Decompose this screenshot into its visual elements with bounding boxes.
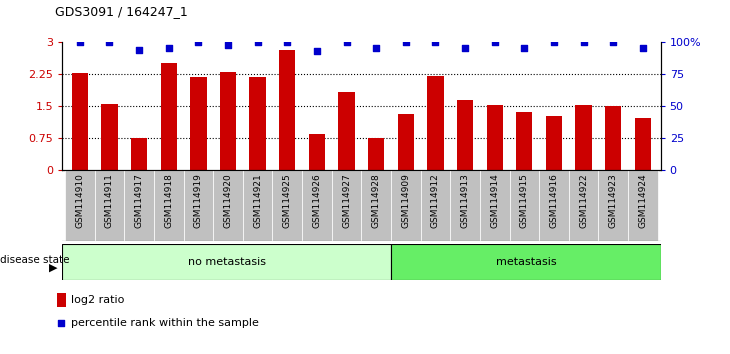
Text: GSM114927: GSM114927 [342,173,351,228]
Bar [599,170,628,241]
Bar [539,170,569,241]
Bar [279,50,296,170]
Bar [331,170,361,241]
Text: disease state: disease state [0,255,69,265]
Text: GSM114920: GSM114920 [223,173,232,228]
Text: GDS3091 / 164247_1: GDS3091 / 164247_1 [55,5,188,18]
Point [222,42,234,47]
Text: GSM114909: GSM114909 [402,173,410,228]
Text: GSM114916: GSM114916 [550,173,558,228]
Point [577,40,589,45]
Bar [420,170,450,241]
Text: GSM114923: GSM114923 [609,173,618,228]
Point [489,40,501,45]
Text: GSM114913: GSM114913 [461,173,469,228]
Text: no metastasis: no metastasis [188,257,266,267]
Bar [575,105,592,170]
Text: GSM114910: GSM114910 [75,173,85,228]
Point [341,40,353,45]
Bar [101,104,118,170]
Bar [191,77,207,170]
Text: GSM114912: GSM114912 [431,173,440,228]
Point [459,45,471,50]
Point [400,40,412,45]
Bar [95,170,124,241]
Bar [480,170,510,241]
Bar [427,76,444,170]
Bar [516,112,532,170]
Text: metastasis: metastasis [496,257,556,267]
Bar [339,92,355,170]
Bar [487,105,503,170]
Bar [154,170,183,241]
Text: GSM114926: GSM114926 [312,173,321,228]
Point [429,40,441,45]
Bar [124,170,154,241]
Bar [213,170,243,241]
Bar [309,134,325,170]
Bar [361,170,391,241]
Text: GSM114921: GSM114921 [253,173,262,228]
Text: log2 ratio: log2 ratio [72,295,125,305]
Bar [628,170,658,241]
Point [74,40,85,45]
Bar [243,170,272,241]
Bar [302,170,331,241]
Text: GSM114928: GSM114928 [372,173,380,228]
Point [104,40,115,45]
Bar [131,138,147,170]
Point [252,40,264,45]
Text: GSM114917: GSM114917 [134,173,144,228]
Bar [398,114,414,170]
Bar [510,170,539,241]
Bar [57,293,66,307]
Point [193,40,204,45]
Text: GSM114922: GSM114922 [579,173,588,228]
Bar [65,170,95,241]
Bar [391,244,661,280]
Bar [450,170,480,241]
Point [163,45,174,50]
Bar [457,100,473,170]
Text: ▶: ▶ [49,262,58,272]
Bar [569,170,599,241]
Text: GSM114925: GSM114925 [283,173,292,228]
Bar [62,244,391,280]
Point [518,45,530,50]
Text: GSM114911: GSM114911 [105,173,114,228]
Bar [250,77,266,170]
Bar [546,115,562,170]
Bar [161,63,177,170]
Text: GSM114924: GSM114924 [638,173,648,228]
Bar [605,106,621,170]
Text: GSM114914: GSM114914 [491,173,499,228]
Bar [220,72,236,170]
Point [637,45,649,50]
Point [134,47,145,53]
Bar [391,170,420,241]
Point [311,48,323,54]
Text: GSM114919: GSM114919 [194,173,203,228]
Point [55,320,67,325]
Text: GSM114918: GSM114918 [164,173,173,228]
Point [607,40,619,45]
Point [548,40,560,45]
Bar [183,170,213,241]
Text: GSM114915: GSM114915 [520,173,529,228]
Text: percentile rank within the sample: percentile rank within the sample [72,318,259,328]
Bar [634,118,651,170]
Bar [368,138,384,170]
Point [282,40,293,45]
Point [370,45,382,50]
Bar [72,73,88,170]
Bar [272,170,302,241]
